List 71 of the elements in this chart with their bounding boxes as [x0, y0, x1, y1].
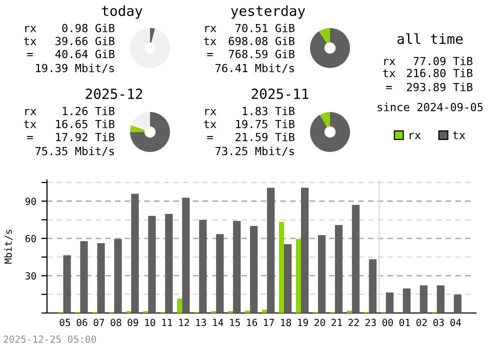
text: 216.80 TiB: [406, 68, 472, 78]
x-tick-label: 18: [281, 318, 292, 326]
x-tick-label: 09: [128, 318, 138, 326]
x-tick-label: 10: [145, 318, 156, 326]
y-tick-label: 30: [26, 272, 36, 280]
x-tick-label: 13: [196, 318, 206, 326]
text: tx: [383, 69, 396, 78]
x-tick-label: 20: [314, 318, 325, 326]
x-tick-label: 17: [264, 318, 274, 326]
text: 293.89 TiB: [406, 82, 472, 92]
legend-label: tx: [452, 131, 466, 140]
text: rx: [25, 108, 36, 116]
y-tick-label: 60: [26, 234, 36, 242]
x-tick-label: 21: [332, 318, 342, 326]
text: tx: [24, 37, 36, 46]
x-tick-label: 03: [433, 318, 444, 326]
text: 73.25 Mbit/s: [215, 146, 294, 156]
x-tick-label: 02: [416, 318, 427, 326]
x-tick-label: 12: [179, 318, 189, 326]
text: all time: [397, 33, 463, 44]
x-tick-label: 06: [76, 318, 88, 326]
x-tick-label: 19: [298, 318, 308, 326]
text: =: [207, 53, 213, 56]
chart-title: 2025-11: [252, 88, 308, 100]
x-tick-label: 16: [247, 318, 258, 326]
text: 17.92 TiB: [56, 132, 114, 142]
x-tick-label: 00: [382, 318, 393, 326]
chart-title: 2025-12: [86, 88, 142, 100]
x-tick-label: 04: [450, 318, 462, 326]
x-tick-label: 22: [348, 318, 359, 326]
x-tick-label: 15: [230, 318, 240, 326]
text: 1.83 TiB: [242, 106, 294, 116]
text: rx: [25, 26, 36, 32]
text: rx: [205, 108, 216, 116]
text: 0.98 GiB: [62, 24, 114, 32]
text: 70.51 GiB: [236, 24, 294, 32]
x-tick-label: 23: [366, 318, 376, 326]
x-tick-label: 01: [399, 318, 410, 326]
text: 21.59 TiB: [236, 132, 294, 142]
text: =: [386, 86, 392, 90]
chart-title: today: [102, 5, 142, 19]
text: tx: [24, 120, 36, 128]
text: 76.41 Mbit/s: [215, 64, 294, 74]
legend-label: rx: [410, 132, 421, 140]
text: 39.66 GiB: [56, 36, 114, 46]
text: 77.09 TiB: [414, 56, 472, 66]
text: rx: [205, 26, 216, 32]
x-tick-label: 08: [110, 318, 122, 326]
text: 19.39 Mbit/s: [36, 64, 114, 74]
chart-title: yesterday: [231, 5, 306, 19]
x-tick-label: 07: [94, 318, 104, 326]
text: rx: [384, 58, 396, 66]
text: 19.75 TiB: [236, 120, 294, 128]
text: 16.65 TiB: [56, 120, 114, 128]
text: 698.08 GiB: [228, 36, 294, 46]
y-tick-label: 90: [25, 198, 36, 205]
x-tick-label: 11: [162, 318, 172, 326]
text: =: [27, 53, 33, 56]
text: 40.64 GiB: [55, 50, 114, 58]
text: tx: [204, 120, 216, 128]
text: 768.59 GiB: [228, 50, 294, 58]
text: =: [207, 136, 213, 140]
y-axis-title: Mbit/s: [4, 230, 13, 264]
x-tick-label: 05: [60, 318, 70, 326]
text: tx: [204, 37, 216, 46]
text: =: [27, 136, 33, 140]
text: 75.35 Mbit/s: [35, 146, 114, 156]
text: since 2024-09-05: [378, 102, 483, 112]
text: 1.26 TiB: [62, 106, 114, 116]
x-tick-label: 14: [213, 318, 224, 326]
text: 2025-12-25 05:00: [4, 335, 96, 343]
